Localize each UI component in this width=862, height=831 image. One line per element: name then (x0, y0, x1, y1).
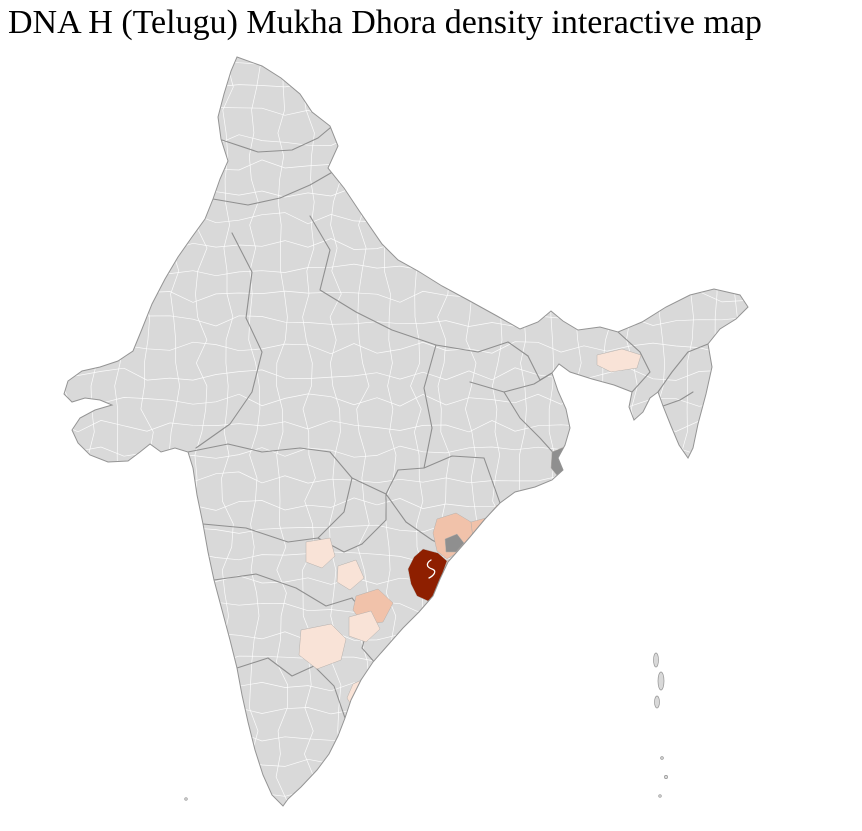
andaman-island-2 (657, 671, 665, 691)
nicobar-island-3 (658, 794, 662, 798)
district-low-rayalaseema[interactable] (298, 623, 347, 670)
page-title: DNA H (Telugu) Mukha Dhora density inter… (8, 4, 762, 41)
district-low-inland[interactable] (348, 610, 381, 643)
islands (184, 652, 668, 801)
nicobar-island-1 (660, 756, 664, 760)
india-landmass (64, 57, 748, 806)
andaman-island-1 (653, 652, 659, 668)
river-mark (426, 559, 436, 579)
nicobar-island-2 (664, 775, 668, 779)
district-low-telangana-b[interactable] (336, 559, 365, 591)
lakshadweep-island-1 (184, 797, 188, 801)
state-boundaries (187, 127, 709, 719)
andaman-island-3 (654, 695, 660, 709)
district-low-assam[interactable] (596, 348, 642, 373)
district-neutral-small[interactable] (444, 533, 465, 553)
district-low-telangana-a[interactable] (305, 537, 336, 569)
